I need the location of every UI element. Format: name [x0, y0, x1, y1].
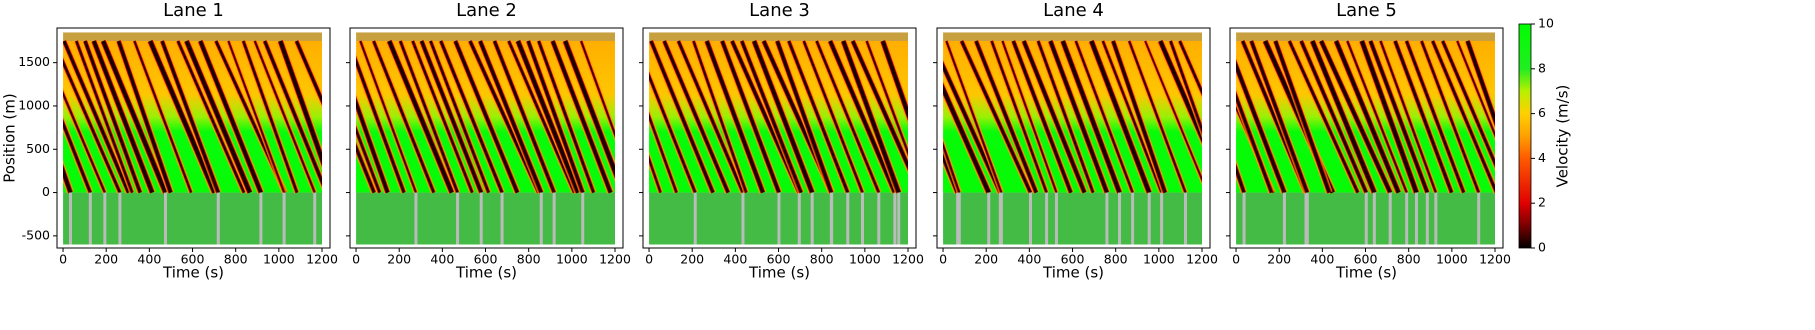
plot-frame: [1229, 27, 1504, 249]
x-tick-label: 600: [474, 252, 498, 267]
x-axis-label: Time (s): [1042, 264, 1104, 282]
panel: Lane 5 0 200 400 600 800 1000 1200 Time (s): [1226, 0, 1511, 282]
x-tick-label: 200: [680, 252, 704, 267]
y-tick-label: 1500: [18, 54, 50, 69]
plot-frame: [936, 27, 1211, 249]
x-tick-label: 1200: [306, 252, 338, 267]
colorbar-tick-label: 10: [1538, 16, 1554, 31]
y-tick-label: 1000: [18, 97, 50, 112]
plot-frame: [56, 27, 331, 249]
x-tick-label: 1000: [849, 252, 881, 267]
x-tick-label: 400: [137, 252, 161, 267]
x-axis-label: Time (s): [455, 264, 517, 282]
x-tick-label: 1200: [892, 252, 924, 267]
panel: Lane 4 0 200 400 600 800 1000 1200 Time (s): [933, 0, 1218, 282]
x-tick-label: 1200: [599, 252, 631, 267]
colorbar-tick-label: 0: [1538, 240, 1546, 255]
x-axis-label: Time (s): [1335, 264, 1397, 282]
x-tick-label: 0: [59, 252, 67, 267]
panel: Lane 3 0 200 400 600 800 1000 1200 Time (s): [639, 0, 924, 282]
x-tick-label: 0: [939, 252, 947, 267]
velocity-field: [356, 32, 616, 245]
x-tick-label: 0: [645, 252, 653, 267]
y-tick-label: 0: [42, 184, 50, 199]
panel-title: Lane 4: [1043, 0, 1104, 21]
x-tick-label: 800: [1397, 252, 1421, 267]
x-tick-label: 400: [1017, 252, 1041, 267]
x-tick-label: 1000: [263, 252, 295, 267]
colorbar-tick-label: 8: [1538, 60, 1546, 75]
x-tick-label: 600: [1061, 252, 1085, 267]
colorbar: [1518, 23, 1532, 249]
x-tick-label: 200: [974, 252, 998, 267]
velocity-field: [943, 32, 1203, 245]
y-tick-label: 500: [26, 141, 50, 156]
x-tick-label: 1000: [1143, 252, 1175, 267]
x-tick-label: 800: [517, 252, 541, 267]
x-tick-label: 1200: [1479, 252, 1511, 267]
x-tick-label: 600: [767, 252, 791, 267]
colorbar-label: Velocity (m/s): [1554, 85, 1572, 188]
plot-frame: [642, 27, 917, 249]
x-axis-label: Time (s): [748, 264, 810, 282]
x-tick-label: 600: [181, 252, 205, 267]
x-tick-label: 800: [224, 252, 248, 267]
panel-title: Lane 1: [163, 0, 224, 21]
x-tick-label: 200: [1267, 252, 1291, 267]
x-tick-label: 800: [1104, 252, 1128, 267]
panel-title: Lane 5: [1336, 0, 1397, 21]
panel-title: Lane 3: [749, 0, 810, 21]
colorbar-tick-label: 2: [1538, 195, 1546, 210]
y-axis-label: Position (m): [1, 93, 19, 183]
x-tick-label: 400: [430, 252, 454, 267]
x-tick-label: 1200: [1186, 252, 1218, 267]
x-tick-label: 400: [1310, 252, 1334, 267]
x-tick-label: 200: [94, 252, 118, 267]
velocity-field: [649, 32, 909, 245]
panel-title: Lane 2: [456, 0, 517, 21]
x-tick-label: 0: [1232, 252, 1240, 267]
x-tick-label: 400: [723, 252, 747, 267]
y-tick-label: -500: [22, 227, 50, 242]
velocity-field: [1236, 32, 1496, 245]
panel: Lane 2 0 200 400 600 800 1000 1200 Time (s): [346, 0, 631, 282]
plot-frame: [349, 27, 624, 249]
velocity-field: [63, 32, 323, 245]
x-tick-label: 0: [352, 252, 360, 267]
colorbar-tick-label: 4: [1538, 150, 1546, 165]
x-tick-label: 200: [387, 252, 411, 267]
x-tick-label: 1000: [556, 252, 588, 267]
x-tick-label: 600: [1354, 252, 1378, 267]
x-tick-label: 1000: [1436, 252, 1468, 267]
panel: Lane 1 0 200 400 600 800 1000 1200 Time (s) -500 0…: [1, 0, 338, 282]
colorbar-tick-label: 6: [1538, 105, 1546, 120]
x-axis-label: Time (s): [162, 264, 224, 282]
x-tick-label: 800: [810, 252, 834, 267]
